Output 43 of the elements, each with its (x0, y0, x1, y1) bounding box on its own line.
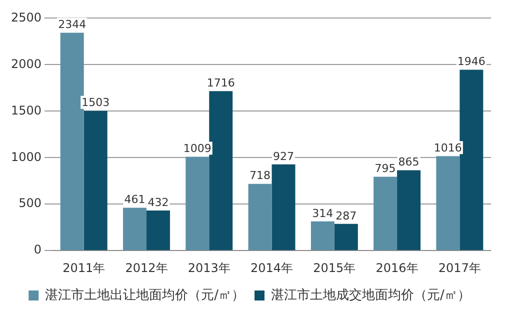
bar (397, 170, 421, 250)
bar (374, 176, 398, 250)
bar (272, 164, 296, 250)
data-label: 795 (374, 162, 396, 176)
data-label: 718 (250, 169, 271, 182)
data-label: 1016 (434, 142, 462, 155)
data-label: 432 (148, 196, 169, 209)
bar (460, 70, 484, 250)
data-label: 1716 (206, 76, 235, 90)
y-tick-label: 2000 (10, 56, 42, 71)
data-label: 1946 (457, 55, 486, 68)
bar (146, 210, 170, 250)
x-tick-label: 2013年 (188, 260, 230, 275)
y-tick-label: 500 (18, 196, 42, 210)
data-label: 287 (336, 209, 357, 222)
bar (436, 156, 460, 250)
data-label: 314 (312, 206, 334, 220)
bar (209, 91, 233, 250)
data-label: 461 (124, 193, 146, 206)
y-tick-label: 1500 (10, 103, 42, 118)
bar (84, 110, 108, 250)
bar (123, 208, 146, 250)
legend-label: 湛江市土地出让地面均价（元/㎡） (45, 288, 245, 303)
x-tick-label: 2014年 (250, 260, 294, 275)
bar (186, 156, 210, 250)
data-label: 2344 (58, 18, 86, 32)
bar (248, 184, 272, 250)
bar (310, 221, 334, 250)
x-tick-label: 2017年 (438, 260, 481, 275)
x-tick-label: 2011年 (62, 260, 106, 275)
data-label: 1503 (82, 96, 110, 110)
data-label: 927 (273, 150, 294, 163)
bar (60, 32, 84, 250)
x-tick-label: 2016年 (376, 260, 418, 275)
x-tick-label: 2015年 (313, 260, 356, 275)
x-tick-label: 2012年 (125, 260, 168, 275)
data-label: 1009 (183, 142, 212, 156)
y-tick-label: 2500 (10, 10, 42, 24)
y-tick-label: 1000 (10, 150, 42, 164)
data-label: 865 (398, 156, 420, 169)
legend-label: 湛江市土地成交地面均价（元/㎡） (271, 286, 470, 303)
bar (334, 224, 358, 250)
y-tick-label: 0 (34, 242, 42, 257)
